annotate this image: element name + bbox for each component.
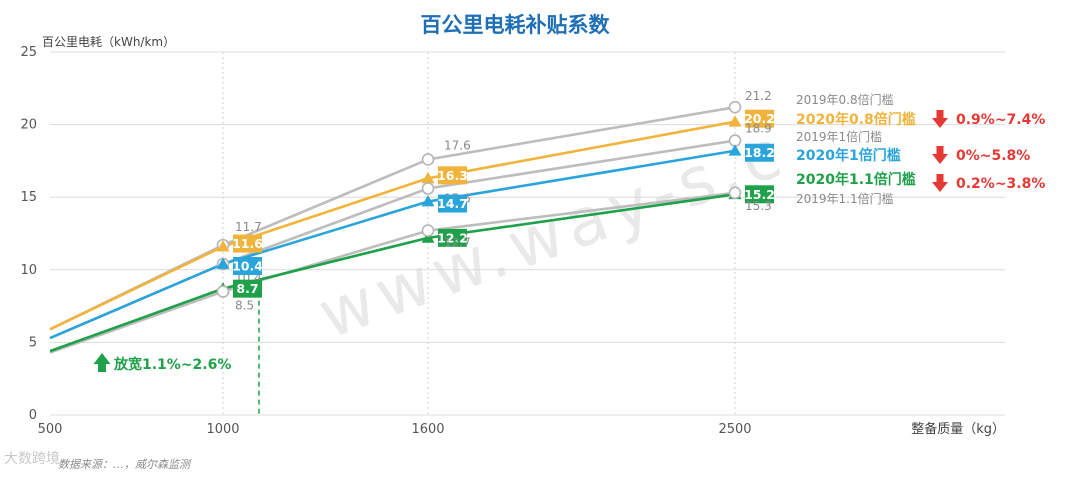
series-name-label: 2020年0.8倍门槛: [796, 111, 916, 128]
data-point: [421, 231, 435, 243]
data-label: 11.7: [235, 220, 262, 234]
data-label: 15.3: [745, 199, 772, 213]
data-point: [728, 115, 742, 127]
x-tick-label: 1600: [411, 422, 444, 437]
data-point: [216, 285, 230, 298]
y-tick-label: 20: [20, 118, 37, 133]
data-label: 11.6: [232, 236, 263, 251]
data-label-box: [233, 234, 262, 253]
y-tick-label: 0: [29, 408, 37, 423]
series-name-label: 2020年1倍门槛: [796, 147, 901, 164]
corner-mark: 大数跨境: [4, 451, 60, 467]
data-label: 16.3: [437, 168, 468, 183]
data-point: [216, 240, 230, 252]
change-range-label: 0.2%~3.8%: [956, 176, 1045, 192]
series-name-label: 2019年0.8倍门槛: [796, 92, 894, 107]
data-point: [728, 144, 742, 156]
data-point: [728, 186, 742, 200]
data-label-box: [438, 194, 467, 213]
watermark: www.way-s.c: [309, 114, 796, 354]
series-line: [49, 120, 736, 331]
relax-range-label: 放宽1.1%~2.6%: [113, 356, 231, 373]
data-label-box: [745, 143, 774, 162]
x-tick-label: 500: [38, 422, 63, 437]
down-arrow-icon: [932, 174, 948, 192]
y-tick-label: 5: [29, 335, 37, 350]
data-label-box: [745, 185, 774, 204]
data-label: 8.5: [235, 299, 254, 313]
data-label: 12.7: [444, 236, 471, 250]
data-label: 10.4: [232, 258, 263, 273]
data-label: 15.2: [744, 187, 775, 202]
data-point: [421, 171, 435, 184]
series-name-label: 2019年1倍门槛: [796, 129, 882, 144]
data-label-box: [438, 228, 467, 247]
data-point: [421, 195, 435, 207]
data-label: 14.7: [437, 196, 468, 211]
data-point: [421, 182, 435, 195]
change-range-label: 0%~5.8%: [956, 148, 1030, 164]
data-label: 20.2: [744, 111, 775, 126]
data-label: 12.2: [437, 230, 468, 245]
data-label: 18.9: [745, 122, 772, 136]
y-axis-label: 百公里电耗（kWh/km）: [42, 35, 175, 49]
x-tick-label: 1000: [206, 422, 239, 437]
series-name-label: 2020年1.1倍门槛: [796, 171, 916, 188]
down-arrow-icon: [932, 146, 948, 164]
data-point: [728, 100, 742, 114]
source-note: 数据来源：…，威尔森监测: [58, 458, 190, 471]
data-label-box: [438, 166, 467, 185]
data-point: [216, 257, 230, 269]
data-label: 21.2: [745, 89, 772, 103]
data-label: 18.2: [744, 145, 775, 160]
y-tick-label: 25: [20, 45, 37, 60]
data-label-box: [745, 109, 774, 128]
series-name-label: 2019年1.1倍门槛: [796, 191, 894, 206]
series-line: [49, 193, 736, 353]
up-arrow-icon: [93, 353, 111, 372]
y-tick-label: 10: [20, 263, 37, 278]
data-label: 17.6: [444, 138, 471, 152]
data-point: [421, 153, 435, 166]
chart-title: 百公里电耗补贴系数: [421, 13, 611, 37]
data-label-box: [233, 256, 262, 275]
change-range-label: 0.9%~7.4%: [956, 112, 1045, 128]
x-tick-label: 2500: [718, 422, 751, 437]
x-axis-label: 整备质量（kg）: [911, 421, 1005, 437]
data-point: [421, 224, 435, 237]
y-tick-label: 15: [20, 190, 37, 205]
data-label: 8.7: [236, 281, 258, 296]
data-label-box: [233, 279, 262, 298]
down-arrow-icon: [932, 110, 948, 128]
series-line: [49, 149, 736, 340]
series-line: [49, 191, 736, 354]
